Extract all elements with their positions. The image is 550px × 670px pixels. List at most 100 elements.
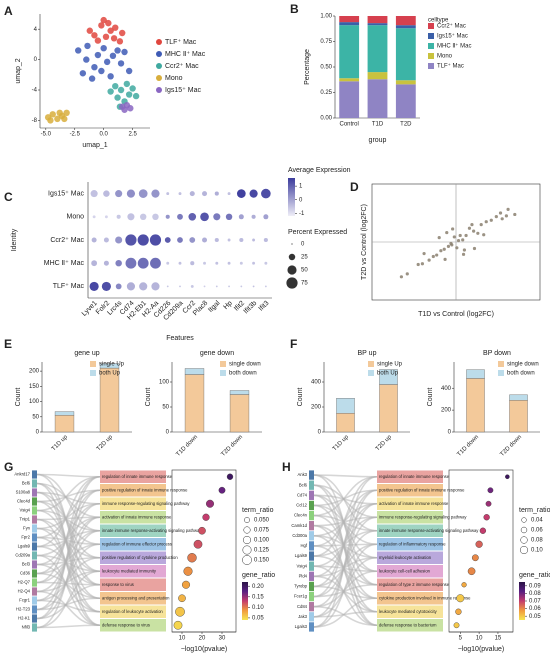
size-legend-label: 0.050 — [254, 518, 270, 524]
term-node — [377, 538, 443, 551]
link — [36, 491, 101, 505]
y-tick-label: 0 — [36, 430, 40, 436]
dot — [139, 282, 148, 291]
dot — [92, 215, 96, 219]
size-legend-label: 0.04 — [531, 518, 543, 524]
point — [125, 67, 133, 75]
bar-segment — [367, 72, 388, 80]
link — [313, 555, 378, 586]
dot — [227, 238, 231, 242]
term-node — [377, 551, 443, 564]
legend-key — [368, 361, 374, 367]
legend-key — [156, 63, 162, 69]
point — [107, 27, 114, 34]
y-tick-label: -4 — [32, 88, 38, 94]
dot — [139, 213, 147, 221]
y-axis-label: Count — [297, 388, 304, 407]
point — [439, 249, 443, 253]
term-dot — [455, 608, 462, 615]
link — [313, 504, 378, 546]
gene-label: Clec4n — [294, 513, 308, 518]
dot — [263, 237, 268, 243]
bar-segment — [54, 411, 75, 416]
gene-node — [309, 602, 314, 612]
bar-segment — [184, 374, 205, 433]
link — [36, 489, 101, 539]
y-tick-label: 0 — [34, 57, 38, 63]
gene-node — [32, 623, 37, 632]
bar-segment — [367, 79, 388, 118]
y-tick-label: -8 — [32, 118, 38, 124]
gene-label: Cd300a — [292, 533, 307, 538]
term-node — [100, 511, 166, 524]
term-dot — [483, 514, 490, 521]
point — [513, 212, 517, 217]
legend-label: single Up — [99, 362, 125, 368]
point — [121, 48, 128, 56]
term-dot — [453, 622, 460, 629]
x-tick-label: T1D up — [332, 434, 351, 453]
link — [36, 536, 101, 600]
gene-label: Bcl6 — [22, 481, 31, 486]
legend-label: Mono — [165, 75, 183, 82]
term-label: innate immune response-activating signal… — [379, 528, 479, 533]
point — [461, 238, 465, 242]
point — [482, 233, 486, 237]
point — [94, 37, 102, 44]
link — [313, 583, 378, 598]
point — [472, 246, 477, 251]
y-tick-label: 0.25 — [320, 90, 332, 96]
gene-label: H2-K1 — [18, 616, 31, 621]
point — [416, 262, 420, 267]
point — [123, 80, 131, 88]
x-tick-label: 10 — [476, 636, 483, 642]
y-tick-label: 0.00 — [320, 116, 332, 122]
row-label: Mono — [66, 214, 84, 221]
gene-node — [32, 596, 37, 605]
bar-segment — [395, 25, 416, 29]
point — [79, 70, 87, 77]
point — [446, 244, 451, 248]
gene-label: Pld4 — [299, 573, 308, 578]
gene-label: Hgf — [300, 543, 307, 548]
link — [36, 570, 101, 629]
link — [313, 494, 378, 559]
point — [56, 109, 63, 117]
term-node — [377, 605, 443, 618]
dot — [127, 213, 135, 221]
point — [405, 272, 409, 276]
gene-label: Vsig4 — [20, 508, 31, 513]
point — [435, 253, 439, 257]
panel-label: G — [4, 460, 13, 474]
dot — [203, 261, 206, 265]
bar-segment — [379, 369, 398, 385]
term-node — [100, 470, 166, 483]
link — [313, 502, 378, 537]
bar-segment — [99, 363, 120, 369]
term-dot — [485, 500, 492, 507]
point — [489, 218, 493, 222]
colorbar-label: 0.07 — [529, 599, 541, 605]
dot — [228, 285, 230, 288]
link — [313, 597, 378, 628]
gene-node — [309, 622, 314, 632]
dot — [125, 234, 137, 246]
gene-node — [32, 506, 37, 515]
dot — [166, 285, 169, 288]
term-dot — [178, 594, 186, 603]
term-node — [377, 592, 443, 605]
size-key — [242, 555, 252, 565]
link — [313, 575, 378, 613]
term-node — [377, 565, 443, 578]
dot — [214, 191, 219, 196]
gene-node — [32, 587, 37, 596]
link — [313, 474, 378, 478]
bar-segment — [466, 369, 485, 379]
term-label: innate immune response-activating signal… — [102, 528, 202, 533]
colorbar — [242, 582, 248, 620]
point — [107, 88, 114, 95]
dot — [225, 213, 233, 221]
dot — [137, 257, 149, 269]
point — [464, 233, 468, 238]
panel-label: D — [350, 180, 359, 194]
